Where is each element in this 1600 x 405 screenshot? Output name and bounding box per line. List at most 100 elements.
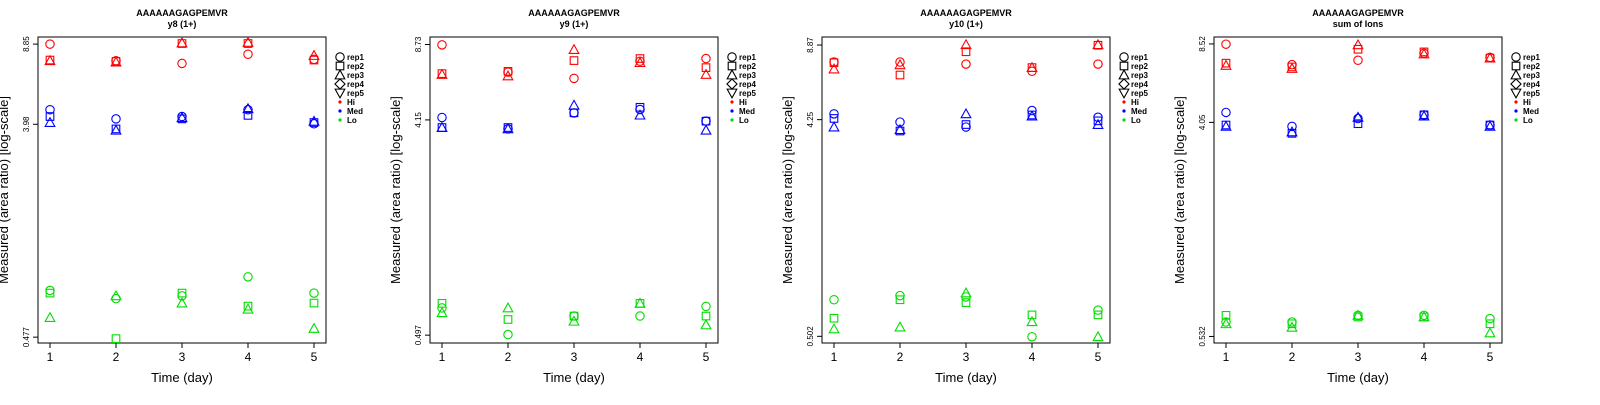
data-point <box>569 73 579 84</box>
legend-marker <box>1118 78 1130 90</box>
y-tick-label: 8.85 <box>22 36 31 52</box>
data-point <box>45 39 55 49</box>
x-tick-label: 2 <box>1289 350 1296 364</box>
legend-label: rep2 <box>347 62 364 71</box>
legend-dot <box>1122 100 1126 104</box>
x-tick-label: 3 <box>963 350 970 364</box>
data-point <box>309 288 319 298</box>
legend-dot <box>338 100 342 104</box>
legend-dot <box>730 100 734 104</box>
data-point <box>243 111 253 120</box>
data-point <box>961 120 971 129</box>
legend-marker <box>1511 52 1521 62</box>
data-point <box>894 123 906 135</box>
data-point <box>1093 310 1103 320</box>
legend-marker <box>727 61 737 71</box>
data-point <box>634 56 646 68</box>
data-point <box>1352 38 1364 50</box>
x-axis-label: Time (day) <box>151 370 213 385</box>
legend-label: Hi <box>1131 98 1139 107</box>
data-point <box>894 58 906 70</box>
data-point <box>1484 326 1496 338</box>
data-point <box>1221 58 1231 68</box>
data-point <box>177 288 187 298</box>
chart-title: AAAAAAGAGPEMVR <box>528 8 620 18</box>
y-tick-label: 3.98 <box>22 116 31 132</box>
data-point <box>1027 331 1037 342</box>
legend-label: Hi <box>739 98 747 107</box>
legend-dot <box>338 118 342 122</box>
data-point <box>242 303 254 314</box>
data-point <box>634 109 646 120</box>
data-point <box>45 112 55 121</box>
data-point <box>1353 44 1363 54</box>
data-point <box>1093 116 1103 126</box>
data-point <box>960 107 972 119</box>
legend-marker <box>727 52 737 62</box>
data-point <box>895 295 905 305</box>
data-point <box>701 53 711 64</box>
data-point <box>701 63 711 72</box>
x-axis-label: Time (day) <box>543 370 605 385</box>
data-point <box>701 116 711 126</box>
data-point <box>1352 111 1364 122</box>
data-point <box>503 66 513 76</box>
legend-marker <box>726 78 738 90</box>
y-tick-label: 0.502 <box>806 326 815 347</box>
legend-dot <box>1122 118 1126 122</box>
legend-label: Hi <box>347 98 355 107</box>
x-tick-label: 1 <box>831 350 838 364</box>
x-tick-label: 4 <box>1029 350 1036 364</box>
data-point <box>502 70 514 81</box>
x-tick-label: 1 <box>1223 350 1230 364</box>
legend-label: rep3 <box>1131 71 1148 80</box>
data-point <box>1027 310 1037 320</box>
data-point <box>1418 47 1430 59</box>
data-point <box>960 38 972 50</box>
data-point <box>110 56 122 67</box>
data-point <box>177 58 187 69</box>
y-axis-label: Measured (area ratio) [log-scale] <box>388 96 403 284</box>
data-point <box>1418 311 1430 322</box>
legend-label: rep2 <box>739 62 756 71</box>
data-point <box>701 301 711 312</box>
data-point <box>1221 39 1231 49</box>
legend-label: Med <box>1131 107 1147 116</box>
legend-label: Lo <box>1523 116 1533 125</box>
data-point <box>634 297 646 308</box>
data-point <box>1093 59 1103 69</box>
data-point <box>1484 120 1496 131</box>
data-point <box>45 285 55 296</box>
y-axis-label: Measured (area ratio) [log-scale] <box>0 96 11 284</box>
x-tick-label: 1 <box>439 350 446 364</box>
data-point <box>243 105 253 115</box>
legend-label: rep5 <box>1523 89 1540 98</box>
y-tick-label: 0.532 <box>1198 326 1207 347</box>
data-point <box>894 321 906 332</box>
data-point <box>1353 55 1363 65</box>
plot-frame <box>1213 36 1503 344</box>
data-point <box>176 297 188 308</box>
legend-marker <box>1118 88 1130 99</box>
legend-marker <box>1510 69 1522 80</box>
x-tick-label: 5 <box>311 350 318 364</box>
legend-marker <box>1510 88 1522 99</box>
chart-subtitle: sum of Ions <box>1333 19 1384 29</box>
data-point <box>44 311 56 322</box>
legend-label: rep1 <box>739 53 756 62</box>
legend-dot <box>1514 118 1518 122</box>
legend-dot <box>730 109 734 113</box>
x-tick-label: 5 <box>1095 350 1102 364</box>
data-point <box>1092 118 1104 129</box>
chart-subtitle: y9 (1+) <box>560 19 589 29</box>
legend-label: rep5 <box>1131 89 1148 98</box>
data-point <box>110 124 122 135</box>
data-point <box>437 112 447 123</box>
data-point <box>1220 59 1232 70</box>
data-point <box>569 108 579 118</box>
data-point <box>242 102 254 114</box>
x-tick-label: 4 <box>245 350 252 364</box>
y-tick-label: 4.15 <box>414 112 423 128</box>
x-axis-label: Time (day) <box>935 370 997 385</box>
